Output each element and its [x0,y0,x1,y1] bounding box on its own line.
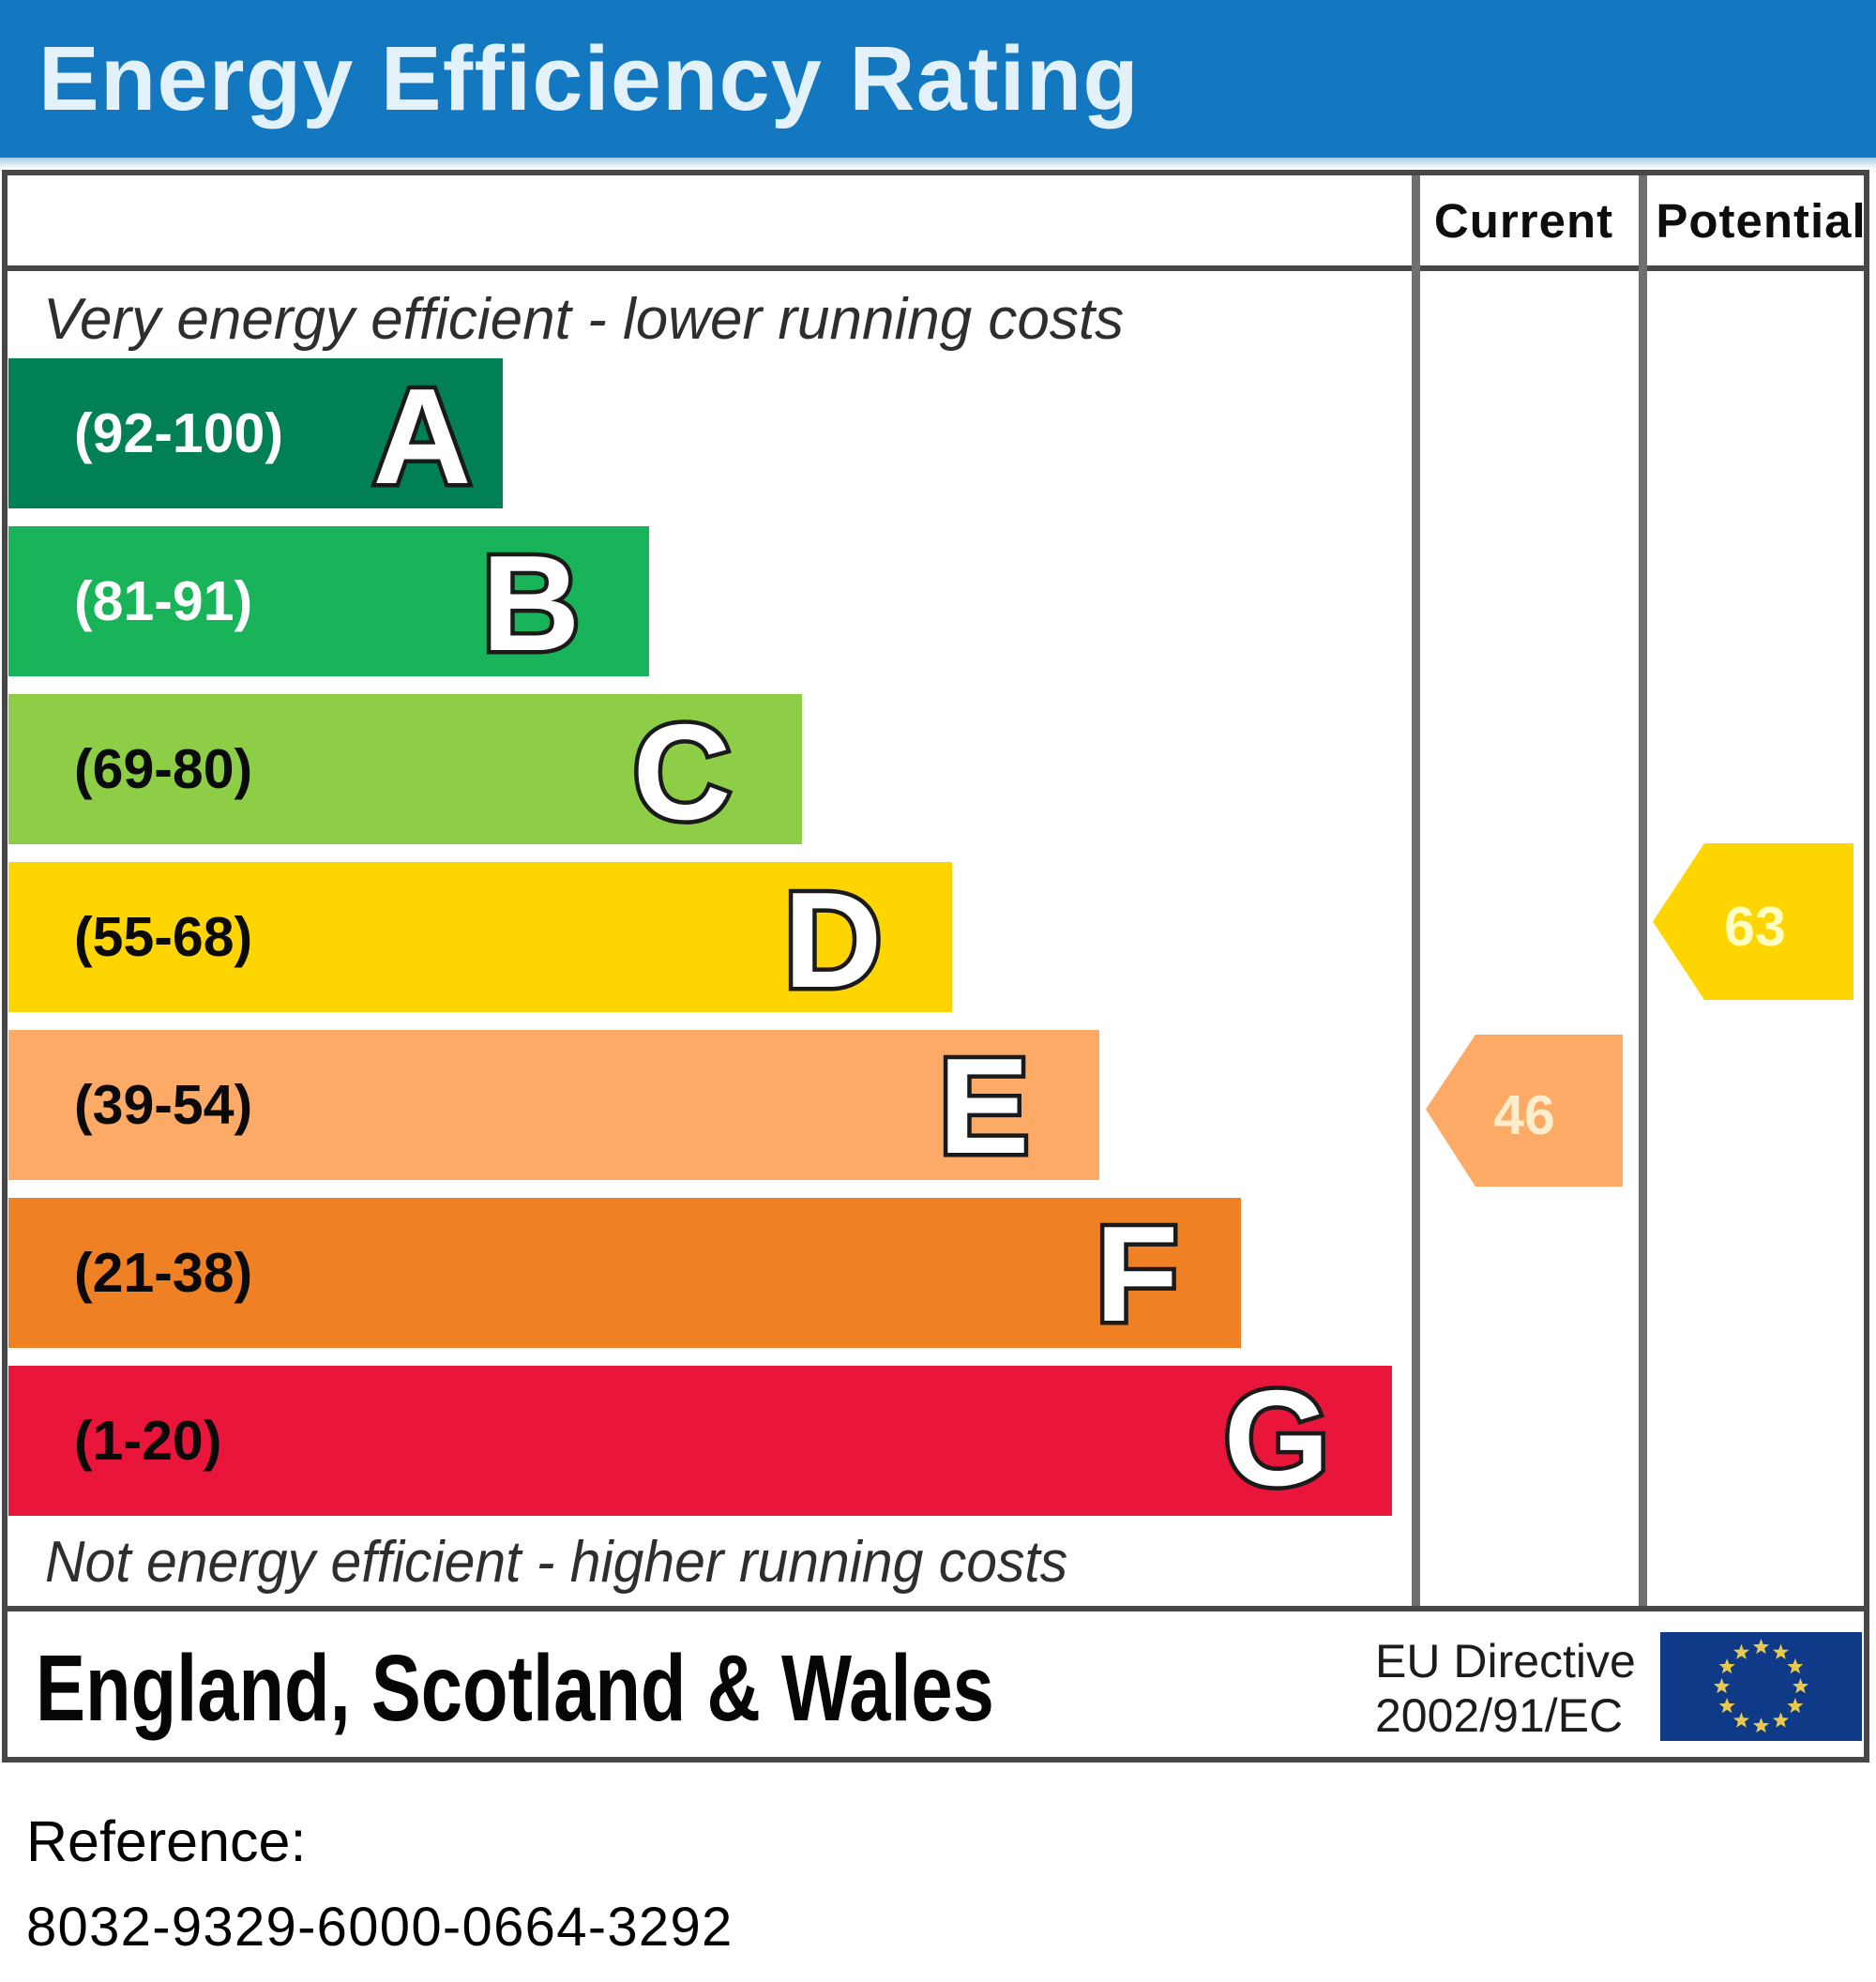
svg-text:G: G [1224,1362,1330,1514]
svg-text:63: 63 [1724,896,1786,958]
svg-text:C: C [633,696,732,848]
svg-text:46: 46 [1493,1084,1555,1146]
svg-text:D: D [784,864,883,1016]
svg-text:B: B [482,527,581,679]
svg-text:E: E [939,1030,1030,1182]
svg-text:A: A [373,360,472,512]
svg-text:F: F [1096,1198,1179,1350]
